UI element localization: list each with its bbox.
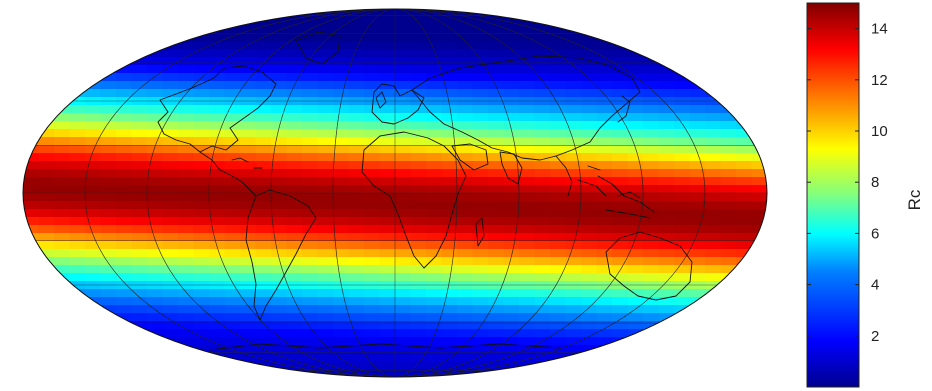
coastline-south-america xyxy=(245,189,317,321)
world-map xyxy=(22,8,768,378)
coastline-uk xyxy=(375,91,387,109)
colorbar-ticks: 2 4 6 8 10 12 14 xyxy=(807,21,888,345)
coastline-indonesia xyxy=(597,175,655,219)
coastline-caribbean xyxy=(231,157,263,169)
coastline-europe xyxy=(371,83,425,125)
coastline-asia xyxy=(411,55,641,161)
coastline-new-zealand xyxy=(703,295,715,319)
colorbar-tick-label: 12 xyxy=(871,72,888,89)
coastline-antarctica xyxy=(209,343,561,351)
colorbar-label: Rc xyxy=(905,189,924,210)
colorbar-tick-label: 2 xyxy=(871,328,879,345)
coastline-central-america xyxy=(199,151,257,197)
coastline-southeast-asia xyxy=(555,155,607,197)
colorbar-tick-label: 10 xyxy=(871,123,888,140)
colorbar-tick-label: 8 xyxy=(871,174,879,191)
coastline-madagascar xyxy=(475,217,485,247)
colorbar-tick-label: 14 xyxy=(871,21,888,38)
coastline-arabia xyxy=(451,143,489,171)
globe-outline xyxy=(22,8,768,378)
colorbar-gradient xyxy=(806,2,860,388)
coastline-africa xyxy=(361,131,467,269)
colorbar-tick-label: 6 xyxy=(871,225,879,242)
coastline-india xyxy=(499,151,523,185)
coastline-australia xyxy=(605,231,693,301)
coastline-japan xyxy=(617,95,631,123)
colorbar-tick-label: 4 xyxy=(871,277,879,294)
coastline-greenland xyxy=(295,31,341,65)
colorbar: 2 4 6 8 10 12 14 Rc xyxy=(806,2,924,388)
coastline-north-america xyxy=(157,65,277,153)
